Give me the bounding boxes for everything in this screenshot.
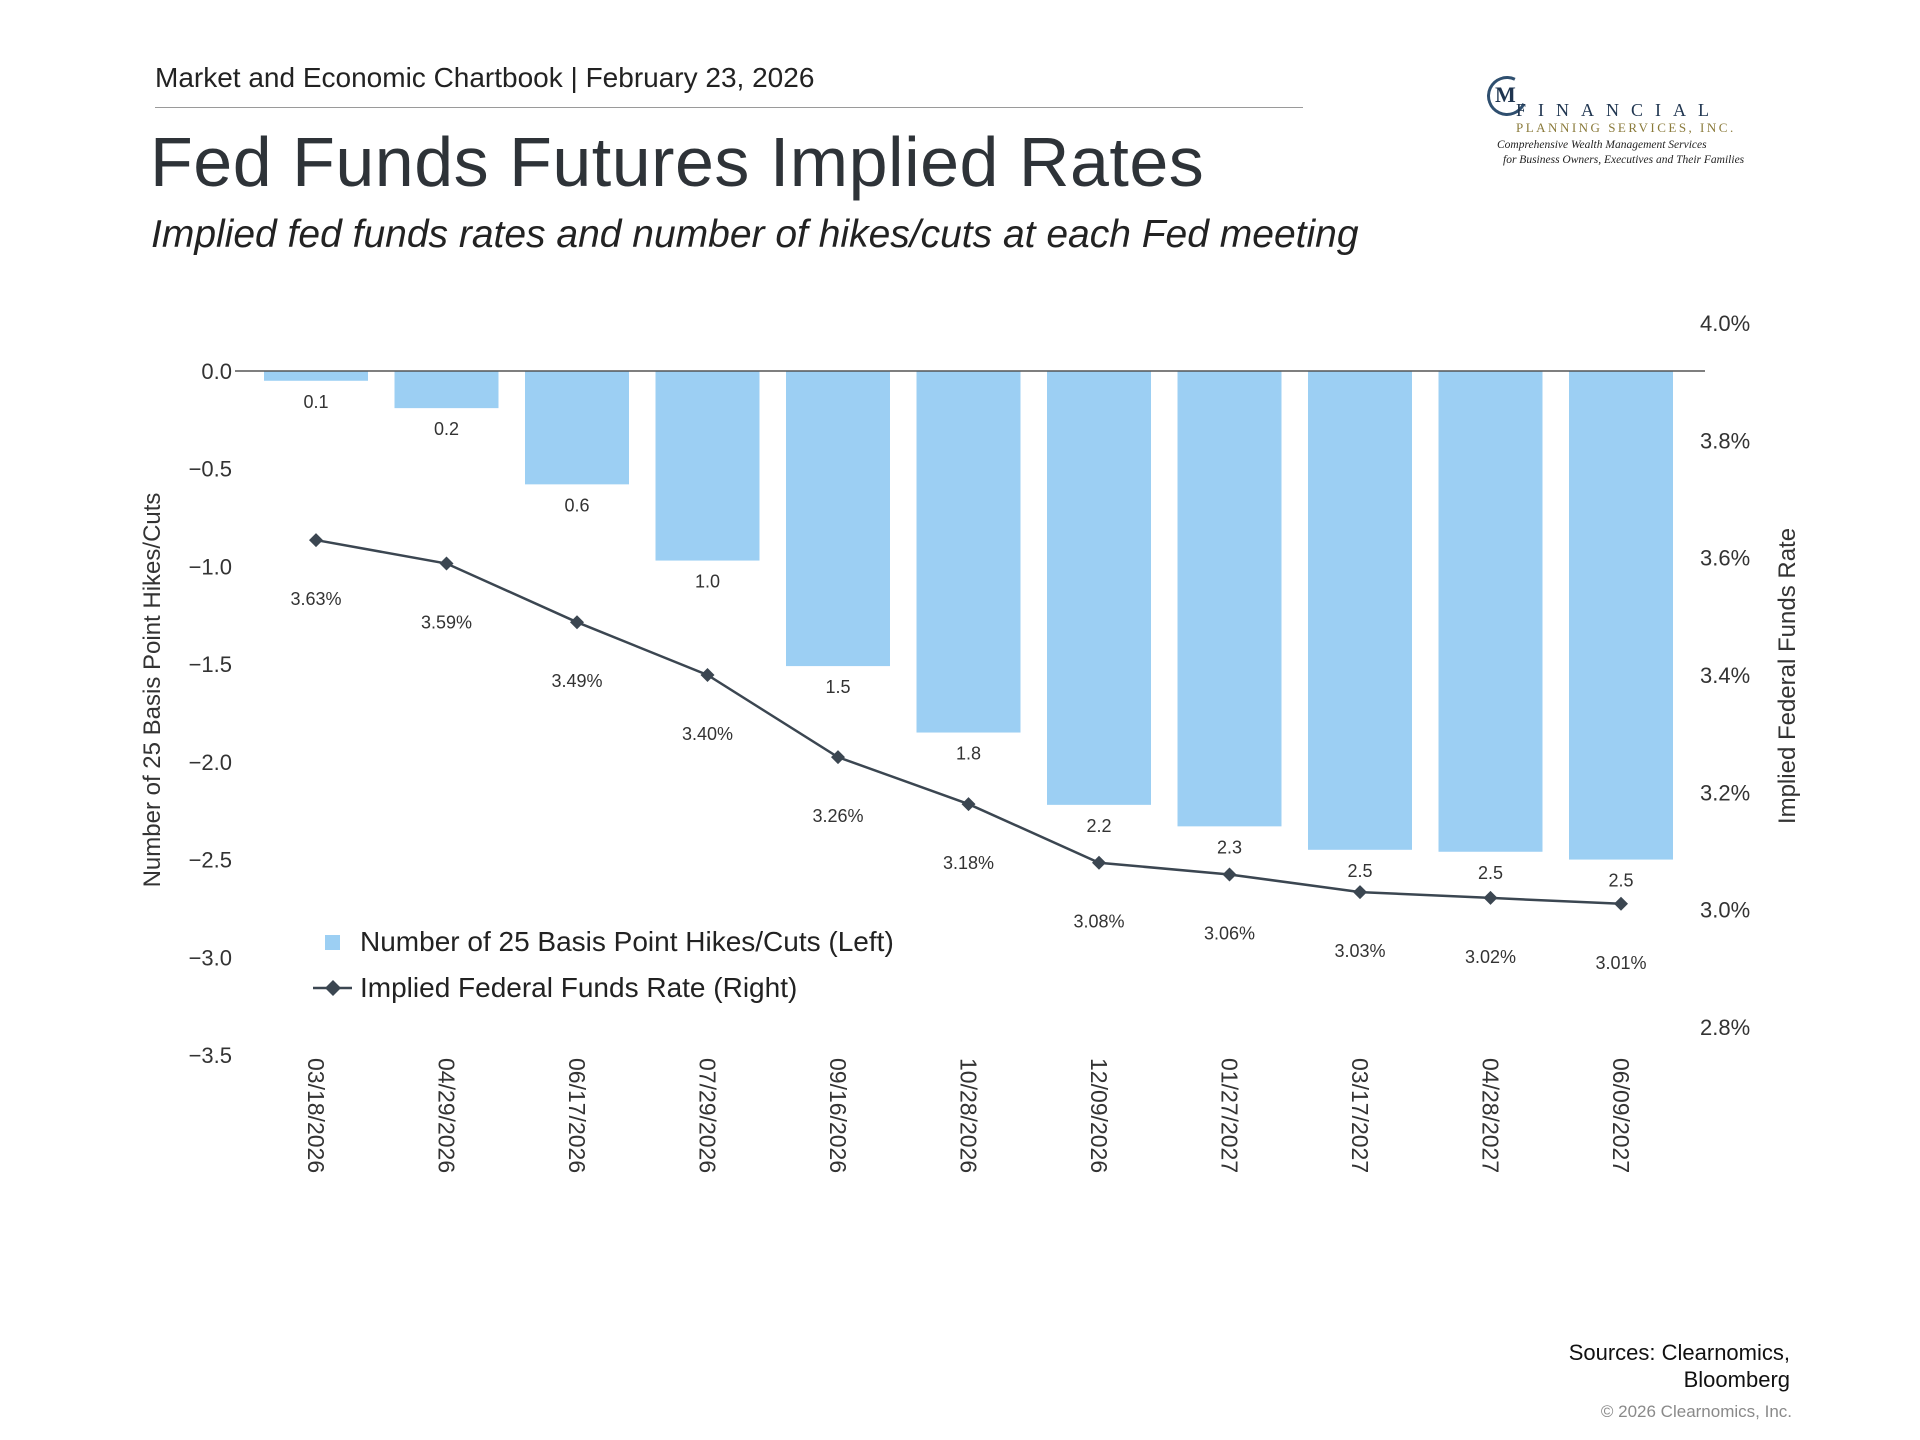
bar [264, 371, 368, 381]
rate-point [1614, 896, 1628, 911]
legend-bar-swatch [325, 935, 340, 950]
legend-bar-label: Number of 25 Basis Point Hikes/Cuts (Lef… [360, 926, 894, 957]
left-axis-title: Number of 25 Basis Point Hikes/Cuts [139, 493, 166, 888]
rate-value-label: 3.06% [1204, 923, 1255, 943]
sources-line-2: Bloomberg [1683, 1367, 1790, 1392]
bar-value-label: 1.8 [956, 744, 981, 764]
bar-value-label: 0.6 [564, 495, 589, 515]
rate-point [1353, 885, 1367, 900]
left-tick-label: −2.5 [189, 848, 232, 873]
bar [1047, 371, 1151, 805]
rate-point [309, 533, 323, 548]
bar-value-label: 1.5 [825, 677, 850, 697]
logo-monogram: M [1495, 82, 1516, 107]
legend-diamond-icon [325, 980, 341, 996]
rate-point [961, 797, 976, 812]
header-divider [155, 107, 1303, 108]
bar-value-label: 0.2 [434, 419, 459, 439]
right-tick-label: 4.0% [1700, 311, 1750, 336]
left-tick-label: −3.0 [189, 945, 232, 970]
logo-tagline-1: Comprehensive Wealth Management Services [1497, 139, 1707, 151]
category-label: 03/18/2026 [303, 1058, 329, 1173]
rate-point [700, 668, 715, 682]
copyright-note: © 2026 Clearnomics, Inc. [1600, 1402, 1792, 1421]
rate-value-label: 3.63% [290, 589, 341, 609]
right-tick-label: 3.4% [1700, 663, 1750, 688]
right-tick-label: 3.0% [1700, 898, 1750, 923]
bar [525, 371, 629, 485]
left-tick-label: −3.5 [189, 1043, 232, 1068]
category-label: 01/27/2027 [1217, 1058, 1243, 1173]
right-tick-label: 3.6% [1700, 546, 1750, 571]
rate-value-label: 3.40% [682, 724, 733, 744]
bar [394, 371, 499, 409]
left-tick-label: −0.5 [189, 457, 232, 482]
sources-note: Sources: Clearnomics, Bloomberg [1569, 1339, 1790, 1393]
rate-value-label: 3.18% [943, 853, 994, 873]
category-label: 07/29/2026 [695, 1058, 721, 1173]
page-title: Fed Funds Futures Implied Rates [150, 123, 1205, 201]
bar-value-label: 2.3 [1217, 837, 1242, 857]
left-tick-label: −1.5 [189, 652, 232, 677]
line-layer [309, 533, 1628, 911]
right-axis-title: Implied Federal Funds Rate [1774, 528, 1801, 824]
bar-value-label: 1.0 [695, 572, 720, 592]
bars-layer [264, 371, 1673, 860]
rate-value-label: 3.01% [1595, 953, 1646, 973]
bar [1569, 371, 1673, 860]
category-label: 09/16/2026 [825, 1058, 851, 1173]
rate-value-label: 3.59% [421, 613, 472, 633]
rate-point [439, 556, 454, 571]
right-tick-label: 2.8% [1700, 1015, 1750, 1040]
bar-value-label: 2.5 [1478, 863, 1503, 883]
bar-value-label: 2.5 [1608, 871, 1633, 891]
rate-point [1222, 867, 1237, 882]
category-label: 10/28/2026 [956, 1058, 982, 1173]
right-tick-label: 3.8% [1700, 428, 1750, 453]
bar [1177, 371, 1282, 827]
chart-legend: Number of 25 Basis Point Hikes/Cuts (Lef… [313, 926, 894, 1003]
left-tick-label: −2.0 [189, 750, 232, 775]
logo-wordmark: FINANCIAL [1516, 100, 1721, 120]
rate-value-label: 3.02% [1465, 947, 1516, 967]
rate-value-label: 3.49% [551, 671, 602, 691]
right-tick-label: 3.2% [1700, 780, 1750, 805]
rate-value-label: 3.26% [812, 806, 863, 826]
bar [916, 371, 1021, 733]
logo-tagline-2: for Business Owners, Executives and Thei… [1503, 154, 1745, 166]
category-label: 04/28/2027 [1478, 1058, 1504, 1173]
bar [786, 371, 890, 667]
rate-point [1092, 855, 1106, 870]
bar [1438, 371, 1543, 852]
bar-value-label: 0.1 [303, 392, 328, 412]
label-layer: 0.1 0.2 0.6 1.0 1.5 1.8 2.2 2.3 2.5 2.5 2.5 3.63% 3.… [290, 392, 1646, 973]
rate-point [570, 615, 584, 630]
rate-point [1483, 890, 1498, 905]
sources-line-1: Sources: Clearnomics, [1568, 1340, 1790, 1365]
category-label: 04/29/2026 [434, 1058, 460, 1173]
category-label: 06/09/2027 [1608, 1058, 1634, 1173]
rate-value-label: 3.08% [1073, 912, 1124, 932]
left-tick-label: 0.0 [201, 359, 232, 384]
company-logo: M FINANCIAL PLANNING SERVICES, INC. Comp… [1481, 70, 1785, 174]
logo-subtitle: PLANNING SERVICES, INC. [1516, 120, 1736, 135]
rate-value-label: 3.03% [1334, 941, 1385, 961]
page-subtitle: Implied fed funds rates and number of hi… [151, 213, 1359, 256]
category-label: 06/17/2026 [564, 1058, 590, 1173]
bar [1308, 371, 1412, 850]
chartbook-header: Market and Economic Chartbook | February… [155, 62, 815, 93]
rate-point [831, 750, 845, 765]
bar [655, 371, 760, 561]
category-label: 12/09/2026 [1086, 1058, 1112, 1173]
bar-value-label: 2.2 [1086, 816, 1111, 836]
legend-line-label: Implied Federal Funds Rate (Right) [360, 972, 797, 1003]
category-label: 03/17/2027 [1347, 1058, 1373, 1173]
left-tick-label: −1.0 [189, 554, 232, 579]
axis-layer: 0.0 −0.5 −1.0 −1.5 −2.0 −2.5 −3.0 −3.5 4.0% 3.8% 3… [139, 311, 1801, 1173]
bar-value-label: 2.5 [1347, 861, 1372, 881]
